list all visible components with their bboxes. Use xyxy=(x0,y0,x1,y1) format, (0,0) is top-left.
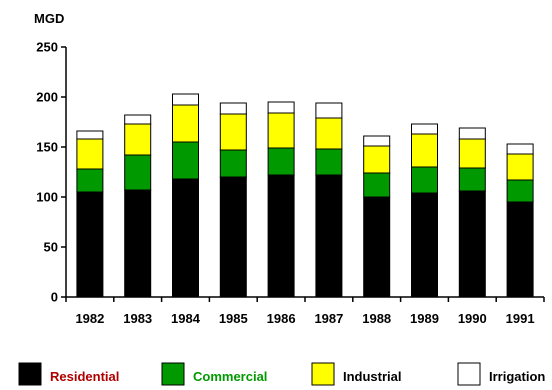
bar-segment-commercial-1982 xyxy=(76,168,104,193)
legend-label-residential: Residential xyxy=(50,369,119,384)
bar-segment-residential-1982 xyxy=(76,191,104,298)
bar-segment-irrigation-1982 xyxy=(76,130,104,140)
x-tick-label: 1989 xyxy=(410,311,439,326)
bar-segment-industrial-1984 xyxy=(172,104,199,143)
bar-segment-residential-1988 xyxy=(363,196,391,298)
x-tick-label: 1987 xyxy=(314,311,343,326)
y-tick-label: 50 xyxy=(44,240,58,255)
x-tick-label: 1983 xyxy=(123,311,152,326)
bar-segment-residential-1989 xyxy=(411,192,438,298)
bar-segment-residential-1986 xyxy=(267,174,295,298)
legend: Residential Commercial Industrial Irrigatio… xyxy=(18,362,545,386)
bar-segment-commercial-1987 xyxy=(315,148,343,176)
legend-swatch-commercial xyxy=(161,362,185,386)
bar-segment-irrigation-1986 xyxy=(267,101,295,114)
bar-segment-commercial-1989 xyxy=(411,166,438,194)
bar-segment-irrigation-1988 xyxy=(363,135,391,147)
bar-segment-commercial-1984 xyxy=(172,141,199,180)
x-tick-label: 1991 xyxy=(506,311,535,326)
bar-segment-industrial-1982 xyxy=(76,138,104,170)
legend-swatch-irrigation xyxy=(457,362,481,386)
bar-segment-industrial-1983 xyxy=(124,123,152,156)
y-tick-label: 200 xyxy=(36,90,58,105)
bar-segment-industrial-1986 xyxy=(267,112,295,149)
y-tick-label: 150 xyxy=(36,140,58,155)
bar-segment-industrial-1991 xyxy=(506,153,534,181)
x-tick-label: 1985 xyxy=(219,311,248,326)
bar-segment-commercial-1985 xyxy=(219,149,247,178)
bar-segment-industrial-1989 xyxy=(411,133,438,168)
bar-segment-industrial-1985 xyxy=(219,113,247,151)
bar-segment-residential-1984 xyxy=(172,178,199,298)
bar-segment-industrial-1988 xyxy=(363,145,391,174)
x-tick-label: 1984 xyxy=(171,311,201,326)
bar-segment-industrial-1990 xyxy=(458,138,486,169)
x-axis: 1982 1983 1984 1985 1986 1987 1988 1989 1990 1991 xyxy=(65,296,545,326)
y-axis: 0 50 100 150 200 250 xyxy=(36,40,67,305)
bar-segment-irrigation-1991 xyxy=(506,143,534,155)
x-tick-label: 1986 xyxy=(267,311,296,326)
y-tick-label: 0 xyxy=(51,290,58,305)
bar-segment-irrigation-1987 xyxy=(315,102,343,119)
bar-segment-irrigation-1990 xyxy=(458,127,486,140)
bar-segment-irrigation-1985 xyxy=(219,102,247,115)
bar-segment-commercial-1991 xyxy=(506,179,534,203)
y-tick-label: 100 xyxy=(36,190,58,205)
legend-swatch-residential xyxy=(18,362,42,386)
bars-group xyxy=(76,93,534,298)
legend-label-commercial: Commercial xyxy=(193,369,267,384)
bar-segment-commercial-1988 xyxy=(363,172,391,198)
x-tick-label: 1990 xyxy=(458,311,487,326)
bar-segment-commercial-1990 xyxy=(458,167,486,192)
bar-segment-commercial-1983 xyxy=(124,154,152,191)
bar-segment-residential-1985 xyxy=(219,176,247,298)
legend-label-industrial: Industrial xyxy=(343,369,402,384)
y-tick-label: 250 xyxy=(36,40,58,55)
bar-segment-residential-1991 xyxy=(506,201,534,298)
bar-segment-irrigation-1989 xyxy=(411,123,438,135)
y-axis-unit-label: MGD xyxy=(34,11,64,26)
x-tick-label: 1982 xyxy=(75,311,104,326)
x-tick-label: 1988 xyxy=(362,311,391,326)
bar-segment-irrigation-1983 xyxy=(124,114,152,125)
bar-segment-commercial-1986 xyxy=(267,147,295,176)
legend-swatch-industrial xyxy=(311,362,335,386)
bar-segment-residential-1987 xyxy=(315,174,343,298)
bar-segment-residential-1990 xyxy=(458,190,486,298)
bar-segment-industrial-1987 xyxy=(315,117,343,150)
bar-segment-irrigation-1984 xyxy=(172,93,199,106)
legend-label-irrigation: Irrigation xyxy=(489,369,545,384)
bar-segment-residential-1983 xyxy=(124,189,152,298)
